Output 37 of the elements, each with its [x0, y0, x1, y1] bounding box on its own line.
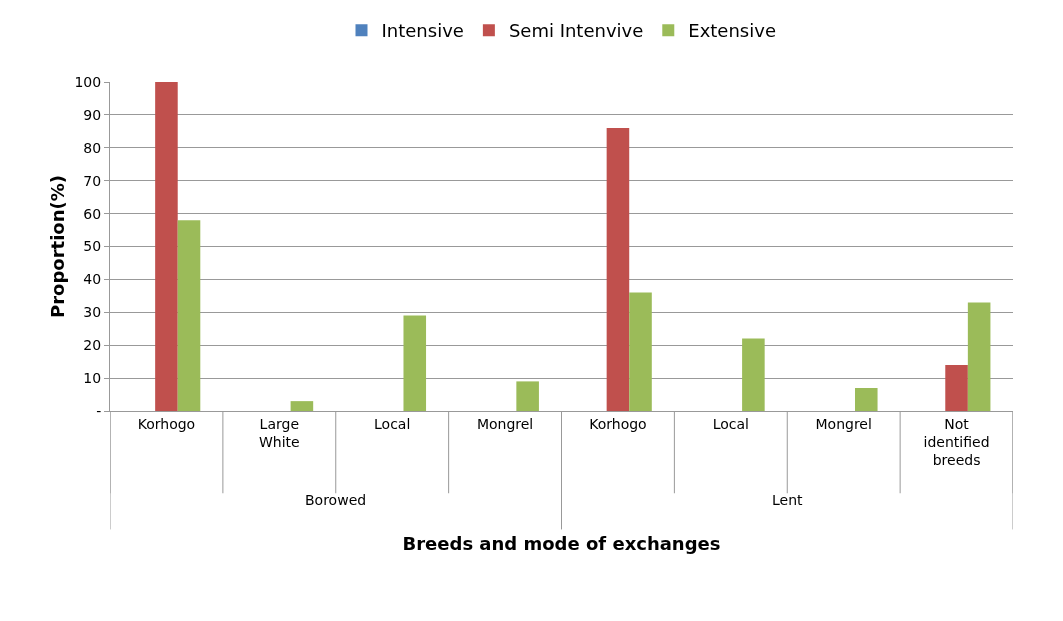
y-tick-label: 70: [83, 172, 102, 189]
bar: [290, 401, 314, 411]
bar: [854, 387, 878, 411]
bar: [742, 338, 765, 411]
x-tick-label: Mongrel: [815, 415, 872, 432]
legend-label: Extensive: [688, 20, 776, 42]
bar: [629, 292, 652, 411]
y-axis-title: Proportion(%): [47, 174, 68, 319]
y-tick-label: 50: [83, 238, 102, 255]
bar: [516, 381, 539, 411]
x-tick-label: Local: [374, 415, 411, 432]
x-tick-label: Korhogo: [589, 415, 647, 432]
x-tick-label: Local: [712, 415, 749, 432]
y-tick-label: 60: [83, 205, 102, 222]
y-tick-label: 100: [74, 73, 102, 90]
text: Borowed: [305, 492, 367, 508]
y-tick-label: 30: [83, 304, 102, 321]
legend-label: Semi Intenvive: [508, 20, 644, 42]
x-tick-label: Not identified breeds: [923, 415, 990, 469]
x-tick-label: Large White: [258, 415, 300, 450]
text: Lent: [772, 492, 804, 508]
bar: [155, 82, 178, 411]
y-tick-label: -: [96, 402, 102, 419]
x-tick-label: Korhogo: [137, 415, 196, 432]
y-tick-label: 80: [83, 139, 102, 156]
x-tick-label: Mongrel: [476, 415, 534, 432]
bar: [967, 302, 991, 411]
bar: [945, 364, 968, 411]
y-tick-label: 40: [83, 271, 102, 288]
bar: [177, 220, 201, 411]
x-axis-title: Breeds and mode of exchanges: [402, 533, 721, 555]
y-tick-label: 20: [83, 337, 102, 354]
bar: [606, 128, 630, 411]
y-tick-label: 90: [83, 106, 102, 123]
legend-label: Intensive: [381, 20, 464, 42]
y-tick-label: 10: [83, 370, 102, 386]
bar: [403, 315, 427, 411]
